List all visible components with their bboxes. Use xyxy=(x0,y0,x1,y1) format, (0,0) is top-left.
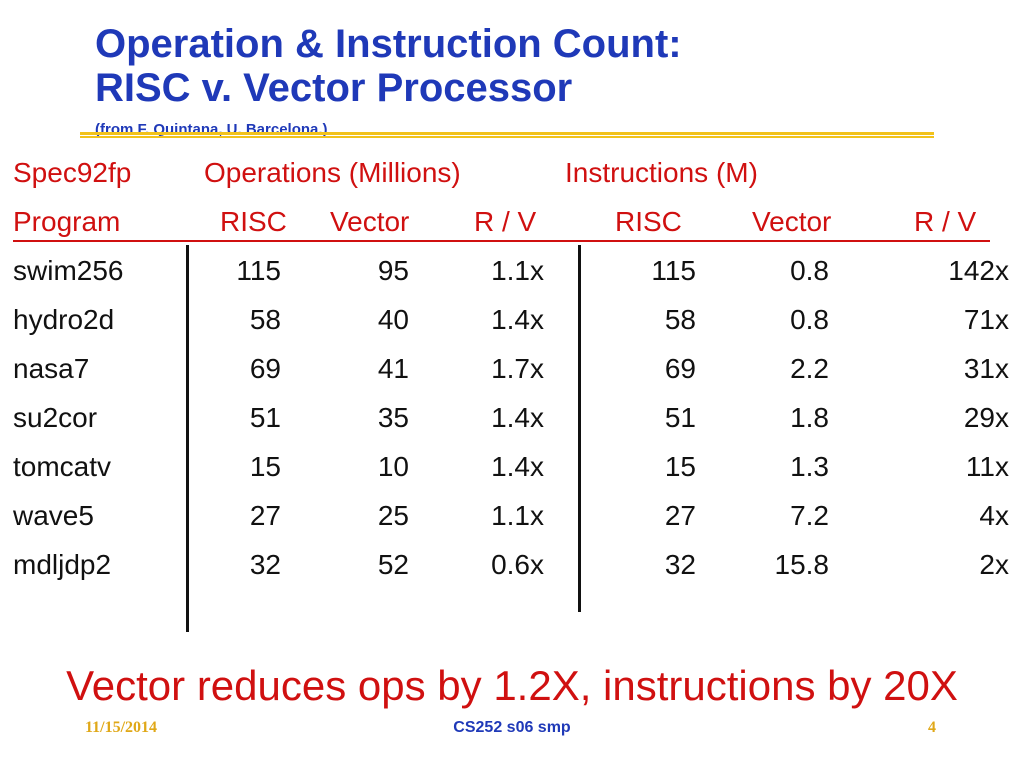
table-cell-inst-vector: 1.3 xyxy=(790,451,829,482)
table-cell-ops-vector: 95 xyxy=(377,255,409,286)
table-cell-program: wave5 xyxy=(13,500,94,531)
summary-statement: Vector reduces ops by 1.2X, instructions… xyxy=(66,662,958,709)
table-cell-inst-ratio: 142x xyxy=(948,255,1009,286)
header-underline xyxy=(13,240,990,242)
table-cell-inst-risc: 51 xyxy=(664,402,696,433)
table-cell-inst-vector: 7.2 xyxy=(790,500,829,531)
table-cell-program: su2cor xyxy=(13,402,98,433)
slide-title-line-1: Operation & Instruction Count: xyxy=(95,22,682,66)
table-cell-ops-ratio: 1.1x xyxy=(491,255,544,286)
table-cell-inst-risc: 15 xyxy=(664,451,696,482)
slide-title-line-2: RISC v. Vector Processor xyxy=(95,66,573,110)
table-cell-inst-risc: 115 xyxy=(651,255,696,286)
column-header-inst-ratio: R / V xyxy=(914,206,977,237)
table-cell-inst-vector: 15.8 xyxy=(774,549,830,580)
group-header-benchmark: Spec92fp xyxy=(13,157,132,188)
table-cell-inst-vector: 2.2 xyxy=(790,353,829,384)
table-cell-inst-risc: 32 xyxy=(664,549,696,580)
table-cell-ops-ratio: 1.4x xyxy=(491,402,544,433)
group-header-instructions: Instructions (M) xyxy=(565,157,758,188)
table-cell-ops-risc: 32 xyxy=(249,549,281,580)
table-cell-program: swim256 xyxy=(13,255,124,286)
table-cell-inst-ratio: 29x xyxy=(963,402,1009,433)
table-cell-program: tomcatv xyxy=(13,451,112,482)
table-cell-ops-ratio: 0.6x xyxy=(491,549,544,580)
table-cell-ops-risc: 27 xyxy=(249,500,281,531)
table-cell-ops-risc: 51 xyxy=(249,402,281,433)
group-header-operations: Operations (Millions) xyxy=(204,157,461,188)
table-cell-inst-vector: 0.8 xyxy=(790,255,829,286)
table-cell-inst-ratio: 11x xyxy=(965,451,1009,482)
table-cell-inst-risc: 27 xyxy=(664,500,696,531)
table-cell-inst-risc: 58 xyxy=(664,304,696,335)
table-cell-inst-vector: 0.8 xyxy=(790,304,829,335)
table-cell-inst-ratio: 4x xyxy=(979,500,1009,531)
column-header-inst-vector: Vector xyxy=(752,206,832,237)
table-cell-ops-vector: 52 xyxy=(377,549,409,580)
column-header-inst-risc: RISC xyxy=(615,206,682,237)
table-cell-ops-vector: 41 xyxy=(377,353,409,384)
column-header-ops-risc: RISC xyxy=(220,206,287,237)
table-cell-inst-ratio: 2x xyxy=(979,549,1009,580)
table-cell-ops-risc: 69 xyxy=(249,353,281,384)
table-cell-program: hydro2d xyxy=(13,304,115,335)
table-cell-inst-risc: 69 xyxy=(664,353,696,384)
table-cell-program: mdljdp2 xyxy=(13,549,112,580)
footer-course: CS252 s06 smp xyxy=(453,719,571,736)
column-divider-program xyxy=(186,245,189,632)
column-header-ops-ratio: R / V xyxy=(474,206,537,237)
table-cell-ops-vector: 35 xyxy=(377,402,409,433)
table-cell-inst-vector: 1.8 xyxy=(790,402,829,433)
table-cell-ops-vector: 25 xyxy=(377,500,409,531)
table-cell-inst-ratio: 71x xyxy=(963,304,1009,335)
table-cell-inst-ratio: 31x xyxy=(963,353,1009,384)
slide-title: Operation & Instruction Count: RISC v. V… xyxy=(95,22,682,110)
table-cell-ops-risc: 115 xyxy=(236,255,281,286)
table-cell-program: nasa7 xyxy=(13,353,90,384)
table-cell-ops-ratio: 1.1x xyxy=(491,500,544,531)
table-cell-ops-ratio: 1.7x xyxy=(491,353,544,384)
column-divider-groups xyxy=(578,245,581,612)
table-cell-ops-vector: 10 xyxy=(377,451,409,482)
table-cell-ops-ratio: 1.4x xyxy=(491,451,544,482)
table-cell-ops-risc: 58 xyxy=(249,304,281,335)
table-cell-ops-vector: 40 xyxy=(377,304,409,335)
table-cell-ops-risc: 15 xyxy=(249,451,281,482)
footer-date: 11/15/2014 xyxy=(85,719,158,736)
column-header-program: Program xyxy=(13,206,121,237)
column-header-ops-vector: Vector xyxy=(330,206,410,237)
title-divider-bottom xyxy=(80,136,934,138)
footer-page-number: 4 xyxy=(928,719,936,736)
table-cell-ops-ratio: 1.4x xyxy=(491,304,544,335)
title-divider-top xyxy=(80,132,934,135)
